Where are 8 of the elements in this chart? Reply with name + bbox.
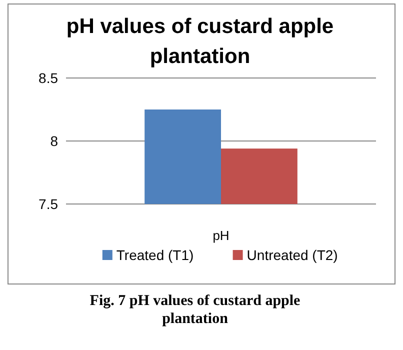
caption: Fig. 7 pH values of custard apple plantation <box>90 293 301 327</box>
legend-label: Untreated (T2) <box>246 247 338 263</box>
y-tick-label: 8.5 <box>38 70 58 86</box>
y-tick-label: 7.5 <box>38 196 58 212</box>
x-tick-label: pH <box>212 228 230 243</box>
chart-title: pH values of custard apple plantation <box>66 15 334 68</box>
y-tick-label: 8 <box>50 133 58 149</box>
legend-label: Treated (T1) <box>116 247 194 263</box>
